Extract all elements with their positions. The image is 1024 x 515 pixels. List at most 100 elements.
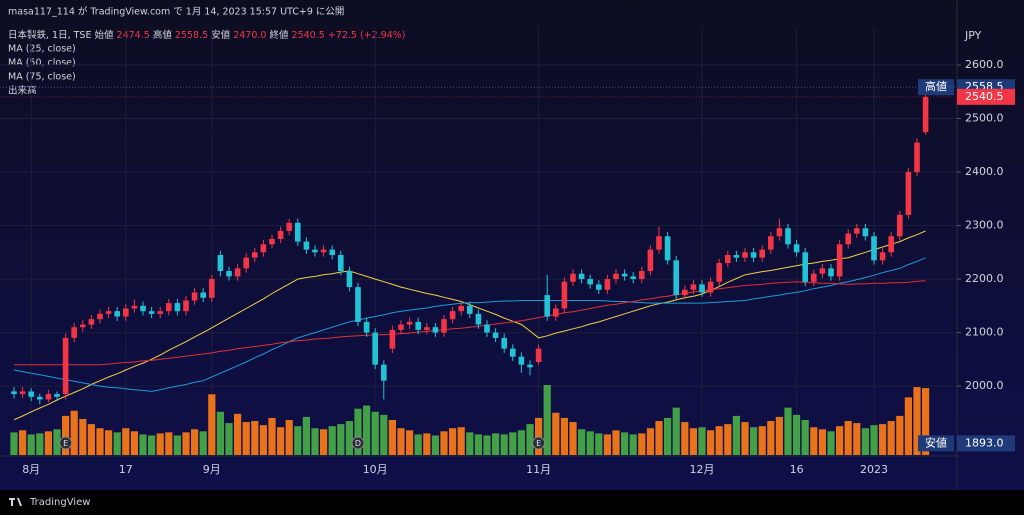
candle-body xyxy=(845,233,851,245)
volume-bar xyxy=(603,434,611,455)
volume-bar xyxy=(810,427,818,455)
candle-body xyxy=(355,287,361,322)
candle-body xyxy=(785,228,791,245)
candle-body xyxy=(776,228,783,237)
candle-body xyxy=(329,249,335,255)
candle-body xyxy=(191,292,198,301)
candle-body xyxy=(871,236,877,261)
volume-bar xyxy=(732,415,740,455)
volume-bar xyxy=(268,417,276,455)
candle-body xyxy=(742,252,748,258)
volume-bar xyxy=(535,417,543,455)
change: +72.5 (+2.94%) xyxy=(328,30,406,41)
event-label: E xyxy=(536,439,541,448)
volume-bar xyxy=(793,414,801,455)
volume-bar xyxy=(79,418,87,455)
candle-body xyxy=(707,281,714,293)
candle-body xyxy=(828,268,834,277)
candle-body xyxy=(768,236,774,250)
event-label: D xyxy=(355,439,361,448)
volume-bar xyxy=(861,428,869,455)
low-tag-name: 安値 xyxy=(925,435,947,449)
ma-line xyxy=(14,280,926,366)
candle-body xyxy=(897,214,903,237)
y-tick-label: 2600.0 xyxy=(965,58,1004,71)
volume-bar xyxy=(449,428,457,455)
candle-body xyxy=(148,311,155,314)
candle-body xyxy=(604,279,611,290)
volume-bar xyxy=(328,426,336,455)
candle-body xyxy=(802,252,808,282)
volume-bar xyxy=(302,416,310,455)
candle-body xyxy=(699,284,705,293)
volume-bar xyxy=(638,433,646,455)
candle-body xyxy=(630,276,636,280)
candle-body xyxy=(312,249,318,253)
candle-body xyxy=(174,303,181,312)
volume-bar xyxy=(801,420,809,455)
volume-bar xyxy=(844,421,852,455)
candle-body xyxy=(432,327,439,333)
volume-bar xyxy=(156,433,164,455)
ohlc-value: 2558.5 xyxy=(175,30,208,41)
volume-bar xyxy=(853,423,861,455)
candle-body xyxy=(922,96,929,133)
candle-body xyxy=(639,271,645,280)
candle-body xyxy=(888,236,894,253)
candle-body xyxy=(243,257,249,269)
volume-bar xyxy=(380,414,388,455)
x-tick-label: 16 xyxy=(790,463,804,476)
x-tick-label: 10月 xyxy=(363,463,388,476)
x-tick-label: 9月 xyxy=(203,463,221,476)
volume-bar xyxy=(96,428,104,455)
volume-bar xyxy=(216,411,224,455)
volume-bar xyxy=(552,412,560,455)
volume-bar xyxy=(19,430,27,455)
ohlc-name: 高値 xyxy=(153,29,173,41)
ohlc-name: 始値 xyxy=(95,29,115,41)
volume-bar xyxy=(870,425,878,455)
volume-bar xyxy=(199,431,207,455)
candle-body xyxy=(71,327,77,338)
candle-body xyxy=(501,337,507,349)
attribution: masa117_114 が TradingView.com で 1月 14, 2… xyxy=(8,6,344,18)
background xyxy=(0,0,1024,490)
volume-bar xyxy=(105,430,113,455)
volume-bar xyxy=(285,420,293,455)
candle-body xyxy=(518,356,525,365)
volume-bar xyxy=(165,432,173,455)
candle-body xyxy=(415,321,421,330)
high-tag xyxy=(918,79,954,96)
candle-body xyxy=(346,271,353,288)
event-label: E xyxy=(63,439,68,448)
volume-bar xyxy=(904,397,912,455)
volume-bar xyxy=(371,411,379,455)
candle-body xyxy=(260,244,267,253)
volume-bar xyxy=(277,427,285,455)
volume-bar xyxy=(707,430,715,455)
volume-bar xyxy=(474,434,482,455)
footer-logo: TradingView xyxy=(29,497,90,508)
legend-entry: 出来高 xyxy=(8,85,37,97)
candle-body xyxy=(544,295,550,317)
volume-bar xyxy=(483,435,491,455)
volume-bar xyxy=(922,388,930,455)
volume-bar xyxy=(62,415,70,455)
candle-body xyxy=(105,311,112,314)
candle-body xyxy=(733,254,740,258)
y-tick-label: 2000.0 xyxy=(965,379,1004,392)
legend-entry: MA (25, close) xyxy=(8,44,76,55)
event-marker xyxy=(351,436,365,450)
x-tick-label: 8月 xyxy=(22,463,40,476)
volume-bar xyxy=(715,426,723,455)
volume-bar xyxy=(750,427,758,455)
candle-body xyxy=(11,391,17,395)
event-marker xyxy=(59,436,73,450)
volume-bar xyxy=(517,430,525,455)
volume-bar xyxy=(827,431,835,455)
candle-body xyxy=(553,308,559,317)
logo-icon xyxy=(9,498,22,506)
candle-body xyxy=(381,364,387,381)
candle-body xyxy=(811,273,817,282)
y-tick-label: 2300.0 xyxy=(965,219,1004,232)
